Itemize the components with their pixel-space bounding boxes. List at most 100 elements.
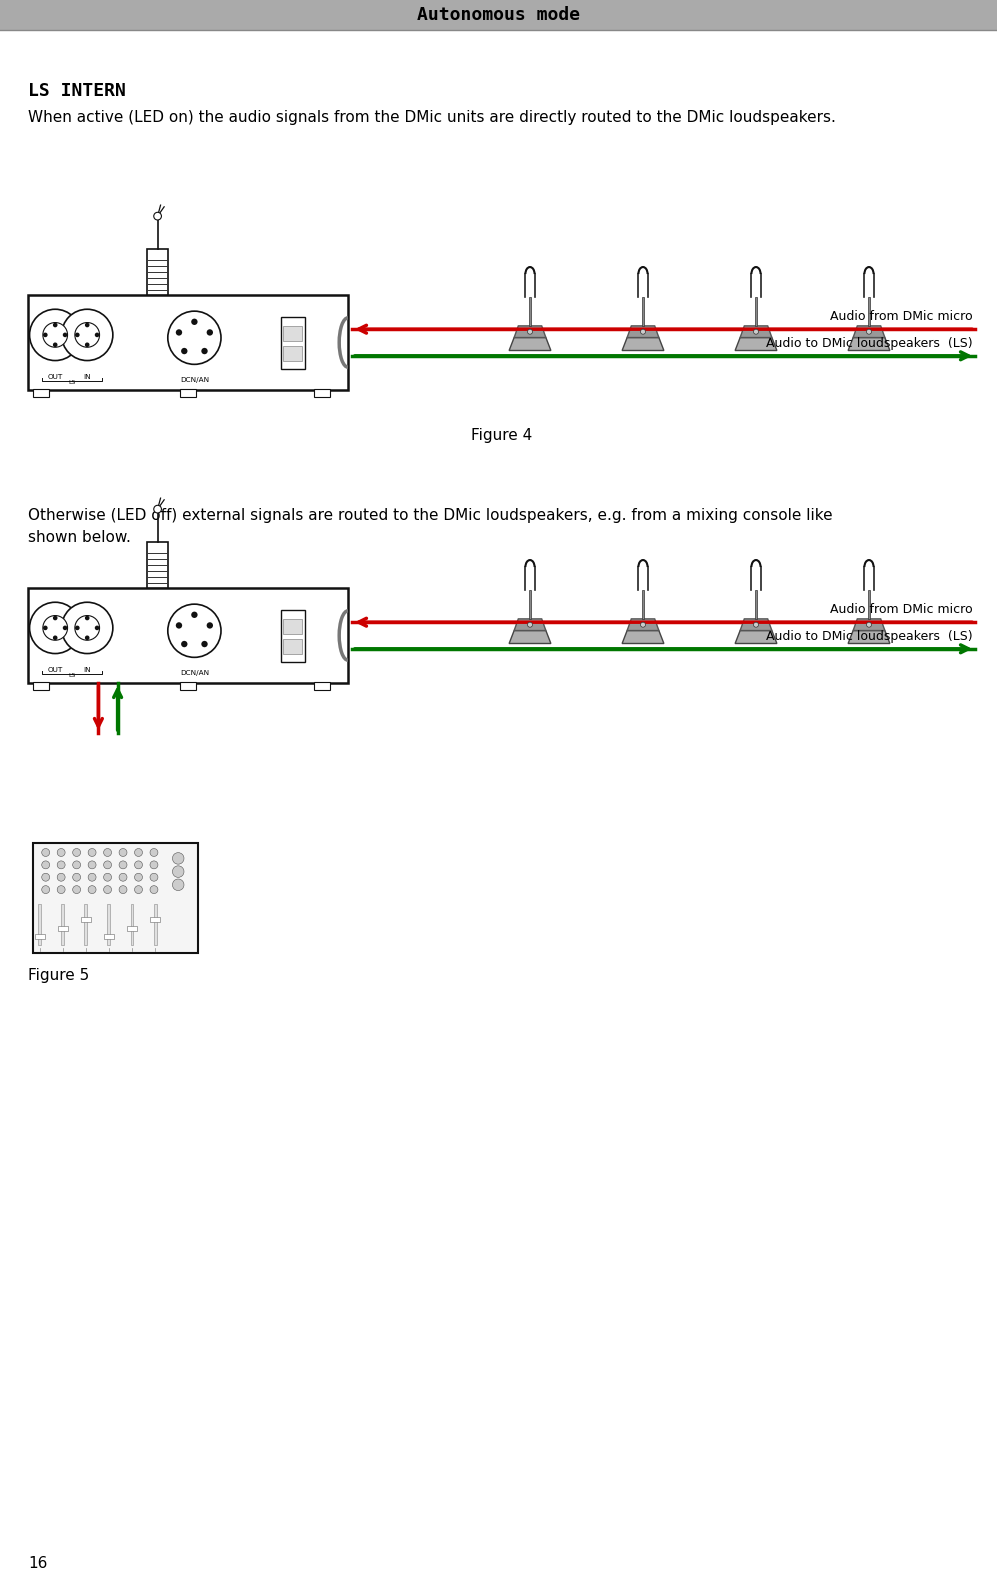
Circle shape	[754, 623, 759, 628]
Circle shape	[201, 348, 207, 354]
Text: Otherwise (LED off) external signals are routed to the DMic loudspeakers, e.g. f: Otherwise (LED off) external signals are…	[28, 508, 832, 523]
Bar	[33, 682, 49, 690]
Circle shape	[527, 623, 532, 628]
Text: IN: IN	[84, 667, 91, 672]
Circle shape	[75, 626, 80, 631]
Circle shape	[104, 874, 112, 882]
Bar	[180, 682, 196, 690]
Circle shape	[30, 602, 81, 653]
Circle shape	[43, 323, 68, 348]
Polygon shape	[735, 337, 777, 351]
Circle shape	[42, 885, 50, 893]
Circle shape	[191, 319, 197, 326]
Circle shape	[63, 626, 68, 631]
Bar	[33, 844, 198, 953]
Polygon shape	[627, 326, 659, 337]
Bar	[283, 326, 302, 342]
Circle shape	[75, 323, 100, 348]
Bar	[283, 639, 302, 655]
Bar	[127, 926, 137, 931]
Circle shape	[150, 861, 158, 869]
Bar	[58, 926, 68, 931]
Text: Audio to DMic loudspeakers  (LS): Audio to DMic loudspeakers (LS)	[767, 629, 973, 644]
Polygon shape	[514, 618, 546, 631]
Circle shape	[95, 332, 100, 337]
Bar	[755, 591, 758, 618]
Bar	[867, 297, 870, 326]
Text: Audio from DMic micro: Audio from DMic micro	[831, 604, 973, 617]
Bar	[85, 904, 88, 945]
Bar	[283, 618, 302, 634]
Circle shape	[191, 612, 197, 618]
Circle shape	[135, 849, 143, 856]
Bar	[867, 591, 870, 618]
Polygon shape	[740, 618, 772, 631]
Text: LS: LS	[69, 380, 76, 385]
Bar	[180, 389, 196, 397]
Polygon shape	[735, 631, 777, 644]
Bar	[28, 296, 348, 389]
Circle shape	[53, 323, 58, 327]
Circle shape	[85, 343, 90, 346]
Bar	[281, 610, 305, 663]
Circle shape	[150, 874, 158, 882]
Text: IN: IN	[84, 373, 91, 380]
Circle shape	[88, 885, 96, 893]
Circle shape	[154, 213, 162, 219]
Polygon shape	[740, 326, 772, 337]
Circle shape	[119, 861, 127, 869]
Circle shape	[43, 626, 48, 631]
Text: When active (LED on) the audio signals from the DMic units are directly routed t: When active (LED on) the audio signals f…	[28, 110, 835, 126]
Bar	[28, 588, 348, 683]
Text: LS INTERN: LS INTERN	[28, 83, 126, 100]
Circle shape	[57, 874, 65, 882]
Bar	[755, 297, 758, 326]
Bar	[528, 297, 531, 326]
Circle shape	[172, 853, 184, 864]
Bar	[314, 682, 330, 690]
Circle shape	[73, 885, 81, 893]
Circle shape	[88, 861, 96, 869]
Circle shape	[95, 626, 100, 631]
Circle shape	[119, 874, 127, 882]
Circle shape	[88, 849, 96, 856]
Bar	[33, 389, 49, 397]
Bar	[104, 934, 114, 939]
Circle shape	[73, 849, 81, 856]
Polygon shape	[509, 631, 551, 644]
Polygon shape	[853, 326, 885, 337]
Polygon shape	[514, 326, 546, 337]
Text: shown below.: shown below.	[28, 531, 131, 545]
Bar	[641, 297, 644, 326]
Bar	[148, 249, 168, 296]
Circle shape	[181, 640, 187, 647]
Circle shape	[640, 623, 645, 628]
Text: Audio to DMic loudspeakers  (LS): Audio to DMic loudspeakers (LS)	[767, 337, 973, 350]
Polygon shape	[622, 337, 664, 351]
Polygon shape	[853, 618, 885, 631]
Circle shape	[62, 310, 113, 361]
Circle shape	[527, 329, 532, 334]
Circle shape	[135, 861, 143, 869]
Bar	[108, 904, 111, 945]
Polygon shape	[622, 631, 664, 644]
Bar	[61, 904, 64, 945]
Circle shape	[135, 874, 143, 882]
Circle shape	[43, 615, 68, 640]
Circle shape	[150, 849, 158, 856]
Text: OUT: OUT	[48, 373, 63, 380]
Circle shape	[104, 885, 112, 893]
Text: Audio from DMic micro: Audio from DMic micro	[831, 310, 973, 323]
Circle shape	[150, 885, 158, 893]
Circle shape	[206, 329, 213, 335]
Circle shape	[57, 885, 65, 893]
Circle shape	[866, 329, 871, 334]
Text: DCN/AN: DCN/AN	[179, 378, 209, 383]
Circle shape	[181, 348, 187, 354]
Polygon shape	[627, 618, 659, 631]
Circle shape	[154, 505, 162, 513]
Bar	[154, 904, 157, 945]
Circle shape	[104, 849, 112, 856]
Circle shape	[73, 874, 81, 882]
Circle shape	[75, 615, 100, 640]
